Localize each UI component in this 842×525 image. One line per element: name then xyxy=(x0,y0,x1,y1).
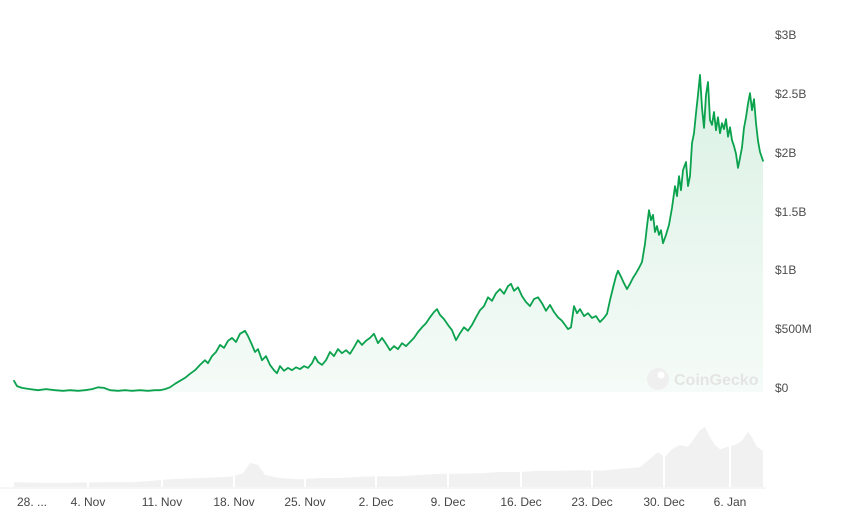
price-line xyxy=(13,74,764,392)
x-axis-tick: 9. Dec xyxy=(430,495,466,509)
x-axis-tick: 4. Nov xyxy=(70,495,106,509)
y-axis-tick: $0 xyxy=(775,381,789,395)
x-axis-tick: 23. Dec xyxy=(571,495,613,509)
y-axis-tick: $1.5B xyxy=(775,204,807,219)
area-fill xyxy=(14,74,763,393)
coingecko-logo-eye xyxy=(657,371,665,379)
y-axis-tick: $3B xyxy=(775,28,797,43)
x-axis-tick: 6. Jan xyxy=(713,495,747,509)
x-axis-tick: 2. Dec xyxy=(358,495,394,509)
x-axis-tick: 11. Nov xyxy=(141,495,183,509)
volume-tick-separators xyxy=(87,420,731,487)
x-axis-tick: 18. Nov xyxy=(213,495,255,509)
x-axis-tick: 16. Dec xyxy=(500,495,542,509)
x-axis-tick: 30. Dec xyxy=(643,495,685,509)
watermark: CoinGecko xyxy=(647,368,759,390)
y-axis-tick: $2B xyxy=(775,145,797,160)
watermark-text: CoinGecko xyxy=(674,372,759,389)
x-axis-tick: 25. Nov xyxy=(284,495,326,509)
volume-area xyxy=(14,427,763,487)
y-axis-tick: $2.5B xyxy=(775,86,807,101)
y-axis-tick: $500M xyxy=(775,322,812,337)
coingecko-logo-icon xyxy=(647,368,669,390)
x-axis-tick: 28. ... xyxy=(16,495,48,509)
y-axis-tick: $1B xyxy=(775,263,797,278)
